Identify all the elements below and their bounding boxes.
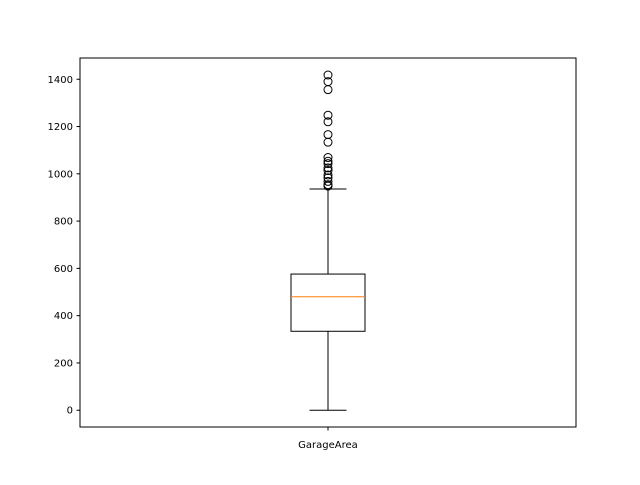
- outlier-point: [323, 181, 333, 191]
- outlier-point: [323, 110, 333, 120]
- outlier-point: [323, 170, 333, 180]
- y-tick-label: 600: [54, 264, 73, 275]
- iqr-box: [290, 273, 366, 332]
- outliers: [323, 70, 333, 191]
- outlier-point: [323, 156, 333, 166]
- x-axis: GarageArea: [298, 427, 358, 451]
- y-tick-label: 1000: [48, 169, 73, 180]
- y-tick-label: 800: [54, 217, 73, 228]
- plot-frame: [79, 57, 577, 428]
- outlier-point: [323, 85, 333, 95]
- y-tick-label: 1200: [48, 122, 73, 133]
- outlier-point: [323, 166, 333, 176]
- outlier-point: [323, 137, 333, 147]
- outlier-point: [323, 159, 333, 169]
- y-tick-label: 400: [54, 311, 73, 322]
- outlier-point: [323, 163, 333, 173]
- x-tick-label: GarageArea: [298, 440, 358, 451]
- y-tick-label: 1400: [48, 75, 73, 86]
- y-axis: 0 200 400 600 800 1000 1200 1400: [48, 75, 80, 417]
- y-tick-label: 200: [54, 358, 73, 369]
- box-plot: [290, 70, 366, 411]
- outlier-point: [323, 70, 333, 80]
- y-tick-label: 0: [67, 406, 73, 417]
- outlier-point: [323, 153, 333, 163]
- outlier-point: [323, 117, 333, 127]
- outlier-point: [323, 176, 333, 186]
